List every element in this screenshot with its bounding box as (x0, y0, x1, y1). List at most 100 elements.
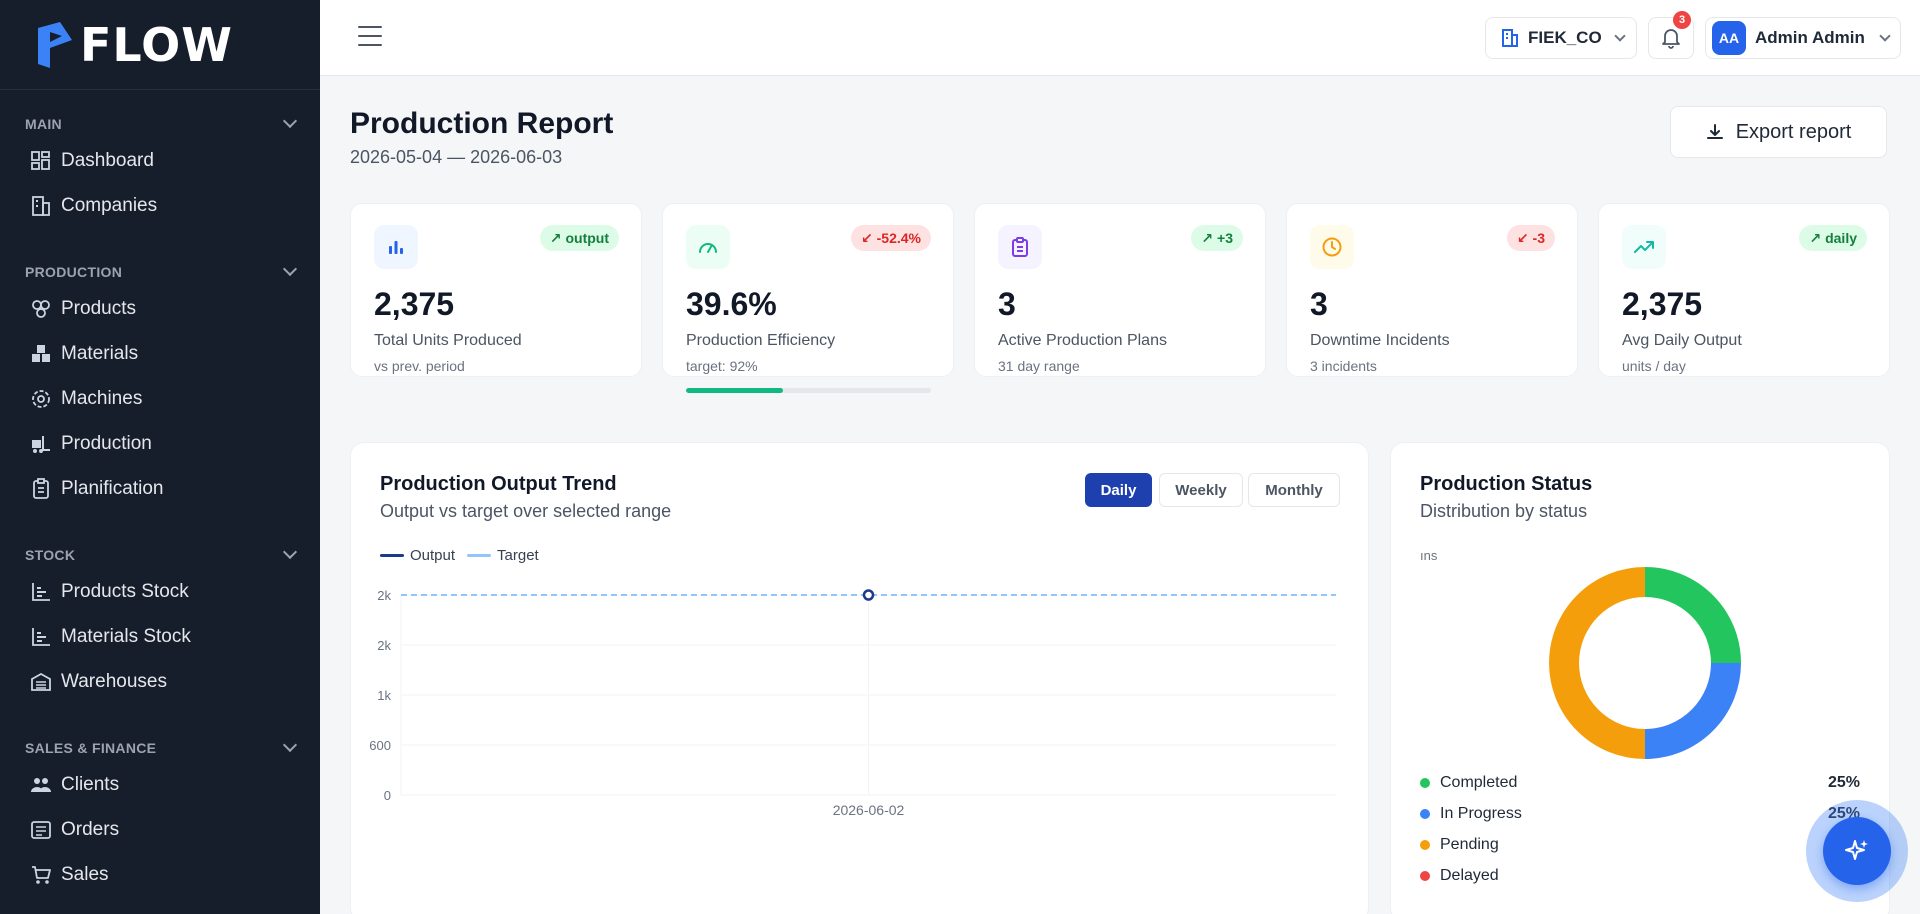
status-label: Completed (1440, 773, 1518, 791)
kpi-card-downtime: ↙ -3 3 Downtime Incidents 3 incidents (1286, 203, 1578, 377)
chevron-down-icon (1614, 30, 1626, 42)
export-report-label: Export report (1735, 120, 1852, 143)
export-report-button[interactable]: Export report (1670, 106, 1887, 158)
sidebar-item-materials[interactable]: Materials (0, 331, 320, 376)
chevron-down-icon (282, 544, 298, 560)
kpi-sub: units / day (1622, 358, 1686, 374)
section-header[interactable]: PRODUCTION (0, 258, 320, 286)
pie-slice-completed[interactable] (1644, 567, 1741, 664)
company-selector[interactable]: FIEK_CO (1485, 17, 1637, 59)
notifications-button[interactable]: 3 (1648, 11, 1694, 59)
sidebar-item-label: Machines (61, 387, 143, 409)
sidebar-item-label: Products Stock (61, 580, 189, 602)
tab-daily[interactable]: Daily (1085, 473, 1152, 507)
sidebar-item-label: Clients (61, 773, 120, 795)
kpi-card-active-plans: ↗ +3 3 Active Production Plans 31 day ra… (974, 203, 1266, 377)
sidebar-item-label: Orders (61, 818, 120, 840)
warehouse-icon (30, 671, 52, 693)
nav-section-production: PRODUCTION Products Materials Machines Produ… (0, 258, 320, 511)
sidebar-item-warehouses[interactable]: Warehouses (0, 659, 320, 704)
sidebar-item-label: Sales (61, 863, 109, 885)
section-title: MAIN (25, 116, 62, 132)
sidebar-item-machines[interactable]: Machines (0, 376, 320, 421)
sidebar-item-clients[interactable]: Clients (0, 762, 320, 807)
sidebar-item-production[interactable]: Production (0, 421, 320, 466)
kpi-value: 2,375 (1622, 286, 1703, 322)
status-legend-item[interactable]: Pending5 (1420, 829, 1860, 860)
legend-item-target[interactable]: Target (467, 547, 539, 564)
sidebar-item-label: Materials (61, 342, 139, 364)
sidebar-item-planification[interactable]: Planification (0, 466, 320, 511)
kpi-badge: ↙ -3 (1506, 225, 1555, 251)
sidebar-item-orders[interactable]: Orders (0, 807, 320, 852)
flow-logo-icon (38, 21, 72, 68)
nav-section-stock: STOCK Products Stock Materials Stock Wareho… (0, 541, 320, 704)
page-date-range: 2026-05-04 — 2026-06-03 (350, 147, 563, 167)
kpi-sub: target: 92% (686, 358, 758, 374)
sidebar-item-label: Products (61, 297, 136, 319)
cart-icon (30, 864, 52, 886)
status-donut-chart (1549, 567, 1741, 759)
y-tick-label: 2k (377, 588, 391, 603)
bar-chart-icon (30, 626, 52, 648)
avatar: AA (1712, 21, 1746, 55)
kpi-badge: ↗ +3 (1191, 225, 1243, 251)
kpi-sub: 31 day range (998, 358, 1080, 374)
chevron-down-icon (282, 113, 298, 129)
status-legend-item[interactable]: In Progress 25% (1420, 798, 1860, 829)
status-title: Production Status (1420, 473, 1593, 495)
kpi-badge: ↙ -52.4% (851, 225, 931, 251)
kpi-card-efficiency: ↙ -52.4% 39.6% Production Efficiency tar… (662, 203, 954, 393)
bar-chart-icon (374, 225, 418, 269)
trend-chart: 0 600 1k 2k 2k 2026-06-02 (369, 588, 1336, 818)
clipboard-icon (998, 225, 1042, 269)
status-clipped-label: ıns (1420, 548, 1438, 563)
sidebar-nav: MAIN Dashboard Companies PRODUCTION Products… (0, 110, 320, 897)
legend-item-output[interactable]: Output (380, 547, 455, 564)
user-name: Admin Admin (1755, 28, 1865, 47)
status-legend-item[interactable]: Delayed (1420, 860, 1860, 891)
section-header[interactable]: STOCK (0, 541, 320, 569)
sidebar-item-materials-stock[interactable]: Materials Stock (0, 614, 320, 659)
brand-name: FLOW (80, 17, 233, 72)
sidebar-item-dashboard[interactable]: Dashboard (0, 138, 320, 183)
trend-title: Production Output Trend (380, 473, 617, 495)
user-menu[interactable]: AA Admin Admin (1705, 17, 1901, 59)
pie-slice-pending[interactable] (1549, 567, 1646, 759)
kpi-label: Active Production Plans (998, 332, 1167, 349)
tab-monthly[interactable]: Monthly (1248, 473, 1340, 507)
y-tick-label: 2k (377, 638, 391, 653)
tab-weekly[interactable]: Weekly (1159, 473, 1243, 507)
sparkles-icon (1845, 840, 1868, 860)
company-name: FIEK_CO (1528, 28, 1602, 47)
sidebar-item-products-stock[interactable]: Products Stock (0, 569, 320, 614)
kpi-sub: vs prev. period (374, 358, 465, 374)
menu-toggle-icon[interactable] (358, 26, 382, 48)
sidebar-item-label: Warehouses (61, 670, 167, 692)
kpi-label: Downtime Incidents (1310, 332, 1450, 349)
status-subtitle: Distribution by status (1420, 501, 1588, 521)
ai-assistant-button[interactable] (1823, 817, 1891, 885)
status-legend-item[interactable]: Completed 25% (1420, 767, 1860, 798)
kpi-label: Avg Daily Output (1622, 332, 1742, 349)
status-dot (1420, 839, 1430, 850)
status-label: In Progress (1440, 804, 1522, 822)
section-header[interactable]: MAIN (0, 110, 320, 138)
sidebar-item-companies[interactable]: Companies (0, 183, 320, 228)
pie-slice-in-progress[interactable] (1644, 662, 1741, 759)
main-content: Production Report 2026-05-04 — 2026-06-0… (320, 77, 1920, 914)
legend-swatch-output (380, 554, 404, 557)
status-label: Delayed (1440, 866, 1499, 884)
trend-subtitle: Output vs target over selected range (380, 501, 672, 521)
building-icon (30, 195, 52, 217)
gauge-icon (686, 225, 730, 269)
brand[interactable]: FLOW (0, 0, 320, 90)
section-title: SALES & FINANCE (25, 740, 157, 756)
trending-up-icon (1622, 225, 1666, 269)
page-title: Production Report (350, 107, 614, 140)
kpi-value: 3 (998, 286, 1016, 322)
sidebar-item-products[interactable]: Products (0, 286, 320, 331)
section-header[interactable]: SALES & FINANCE (0, 734, 320, 762)
sidebar-item-sales[interactable]: Sales (0, 852, 320, 897)
